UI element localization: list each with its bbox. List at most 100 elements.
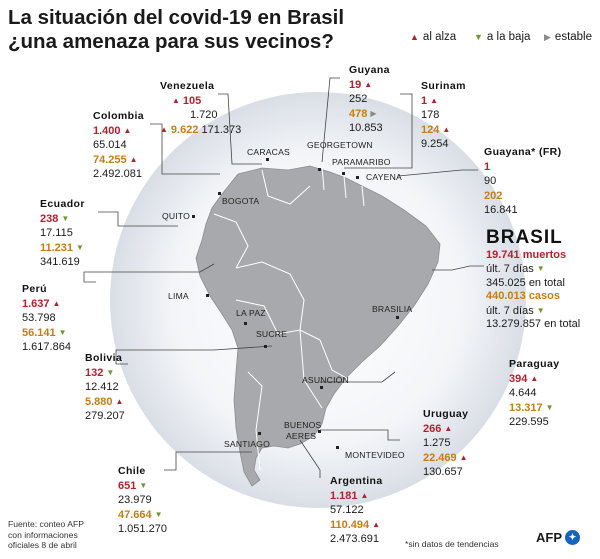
city-buenos-aires-1: BUENOS (284, 420, 322, 430)
deaths-total: 252 (349, 93, 368, 106)
legend-up: ▲ al alza (410, 31, 456, 43)
country-borders (213, 165, 365, 471)
brasil-deaths-period: últ. 7 días (486, 263, 534, 276)
legend-down-label: a la baja (486, 31, 531, 43)
cases-week: 11.231 (40, 241, 74, 254)
south-america-landmass (195, 165, 441, 487)
deaths-week: 1.637 (22, 298, 50, 311)
country-name: Guyana (349, 64, 390, 76)
deaths-week: 238 (40, 213, 59, 226)
cases-week: 478 (349, 107, 368, 120)
city-lima: LIMA (168, 291, 189, 301)
city-quito: QUITO (162, 211, 191, 221)
triangle-up-icon: ▲ (115, 396, 124, 406)
cases-total: 1.617.864 (22, 340, 71, 353)
afp-brand: AFP (536, 530, 562, 545)
deaths-total: 90 (484, 175, 497, 188)
triangle-up-icon: ▲ (459, 452, 468, 462)
triangle-up-icon: ▲ (444, 424, 453, 434)
cases-week: 9.622 (170, 123, 199, 136)
country-chile: Chile 651 ▼ 23.979 47.664 ▼ 1.051.270 (118, 464, 167, 536)
country-name: Argentina (330, 475, 383, 487)
triangle-down-icon: ▼ (58, 327, 67, 337)
triangle-down-icon: ▼ (474, 32, 483, 42)
deaths-total: 57.122 (330, 504, 364, 517)
brasil-cases-total: 13.279.857 en total (486, 318, 581, 331)
triangle-up-icon: ▲ (372, 519, 381, 529)
map-title: La situación del covid-19 en Brasil ¿una… (8, 6, 344, 54)
triangle-down-icon: ▼ (76, 242, 84, 252)
cases-week: 13.317 (509, 401, 543, 414)
cases-week: 202 (484, 189, 503, 202)
country-venezuela: Venezuela ▲ 105 1.720 ▲ 9.622 171.373 (160, 79, 241, 137)
source-note: Fuente: conteo AFP con informaciones ofi… (8, 519, 84, 551)
triangle-down-icon: ▼ (154, 509, 163, 519)
deaths-total: 53.798 (22, 312, 56, 325)
legend-down: ▼ a la baja (474, 31, 530, 43)
country-name: Uruguay (423, 408, 469, 420)
deaths-week: 1 (421, 95, 428, 108)
legend-up-label: al alza (422, 31, 457, 43)
deaths-week: 266 (423, 423, 442, 436)
country-uruguay: Uruguay 266 ▲ 1.275 22.469 ▲ 130.657 (423, 407, 468, 479)
city-georgetown: GEORGETOWN (307, 140, 373, 150)
cases-total: 171.373 (201, 123, 242, 136)
country-name: Ecuador (40, 198, 85, 210)
source-line-3: oficiales 8 de abril (8, 540, 77, 550)
trend-footnote: *sin datos de tendencias (405, 539, 499, 549)
triangle-right-icon: ▶ (370, 108, 377, 118)
deaths-week: 394 (509, 373, 528, 386)
cases-week: 124 (421, 123, 440, 136)
deaths-total: 1.720 (190, 109, 218, 122)
deaths-total: 23.979 (118, 494, 152, 507)
triangle-up-icon: ▲ (129, 154, 138, 164)
city-bogota: BOGOTA (222, 196, 260, 206)
cases-total: 130.657 (423, 465, 463, 478)
triangle-down-icon: ▼ (61, 214, 70, 224)
country-ecuador: Ecuador 238 ▼ 17.115 11.231 ▼ 341.619 (40, 197, 85, 269)
cases-total: 341.619 (40, 255, 80, 268)
country-peru: Perú 1.637 ▲ 53.798 56.141 ▼ 1.617.864 (22, 282, 71, 354)
deaths-total: 17.115 (40, 227, 73, 240)
country-name: Surinam (421, 80, 466, 92)
deaths-total: 12.412 (85, 381, 119, 394)
city-buenos-aires-2: AERES (286, 431, 317, 441)
country-surinam: Surinam 1 ▲ 178 124 ▲ 9.254 (421, 79, 466, 151)
deaths-week: 19 (349, 79, 362, 92)
city-paramaribo: PARAMARIBO (332, 157, 391, 167)
city-sucre: SUCRE (256, 329, 288, 339)
cases-total: 279.207 (85, 409, 125, 422)
legend-stable: ▶ estable (544, 31, 592, 43)
country-guyana: Guyana 19 ▲ 252 478 ▶ 10.853 (349, 63, 390, 135)
triangle-up-icon: ▲ (172, 96, 180, 106)
city-santiago: SANTIAGO (224, 439, 271, 449)
city-brasilia: BRASILIA (372, 304, 413, 314)
cases-week: 110.494 (330, 518, 370, 531)
triangle-right-icon: ▶ (544, 31, 551, 42)
deaths-week: 1.400 (93, 125, 121, 138)
deaths-total: 4.644 (509, 387, 537, 400)
deaths-week: 1.181 (330, 490, 358, 503)
country-guayana-fr: Guayana* (FR) 1 90 202 16.841 (484, 145, 562, 217)
triangle-down-icon: ▼ (139, 481, 148, 491)
city-cayena: CAYENA (366, 172, 402, 182)
title-line-1: La situación del covid-19 en Brasil (8, 6, 345, 29)
country-name: Bolivia (85, 352, 123, 364)
country-name: Perú (22, 283, 47, 295)
country-paraguay: Paraguay 394 ▲ 4.644 13.317 ▼ 229.595 (509, 357, 559, 429)
country-name: Guayana* (FR) (484, 146, 562, 158)
triangle-up-icon: ▲ (410, 32, 419, 42)
country-name: Chile (118, 465, 146, 477)
country-argentina: Argentina 1.181 ▲ 57.122 110.494 ▲ 2.473.6… (330, 474, 383, 546)
triangle-down-icon: ▼ (536, 305, 545, 315)
deaths-total: 1.275 (423, 437, 451, 450)
brasil-title: BRASIL (486, 227, 563, 248)
cases-week: 5.880 (85, 395, 113, 408)
cases-total: 229.595 (509, 415, 549, 428)
triangle-up-icon: ▲ (442, 124, 451, 134)
cases-total: 2.473.691 (330, 532, 379, 545)
country-colombia: Colombia 1.400 ▲ 65.014 74.255 ▲ 2.492.081 (93, 109, 144, 181)
cases-total: 9.254 (421, 137, 449, 150)
country-brasil: BRASIL 19.741 muertos últ. 7 días ▼ 345.0… (486, 227, 580, 331)
